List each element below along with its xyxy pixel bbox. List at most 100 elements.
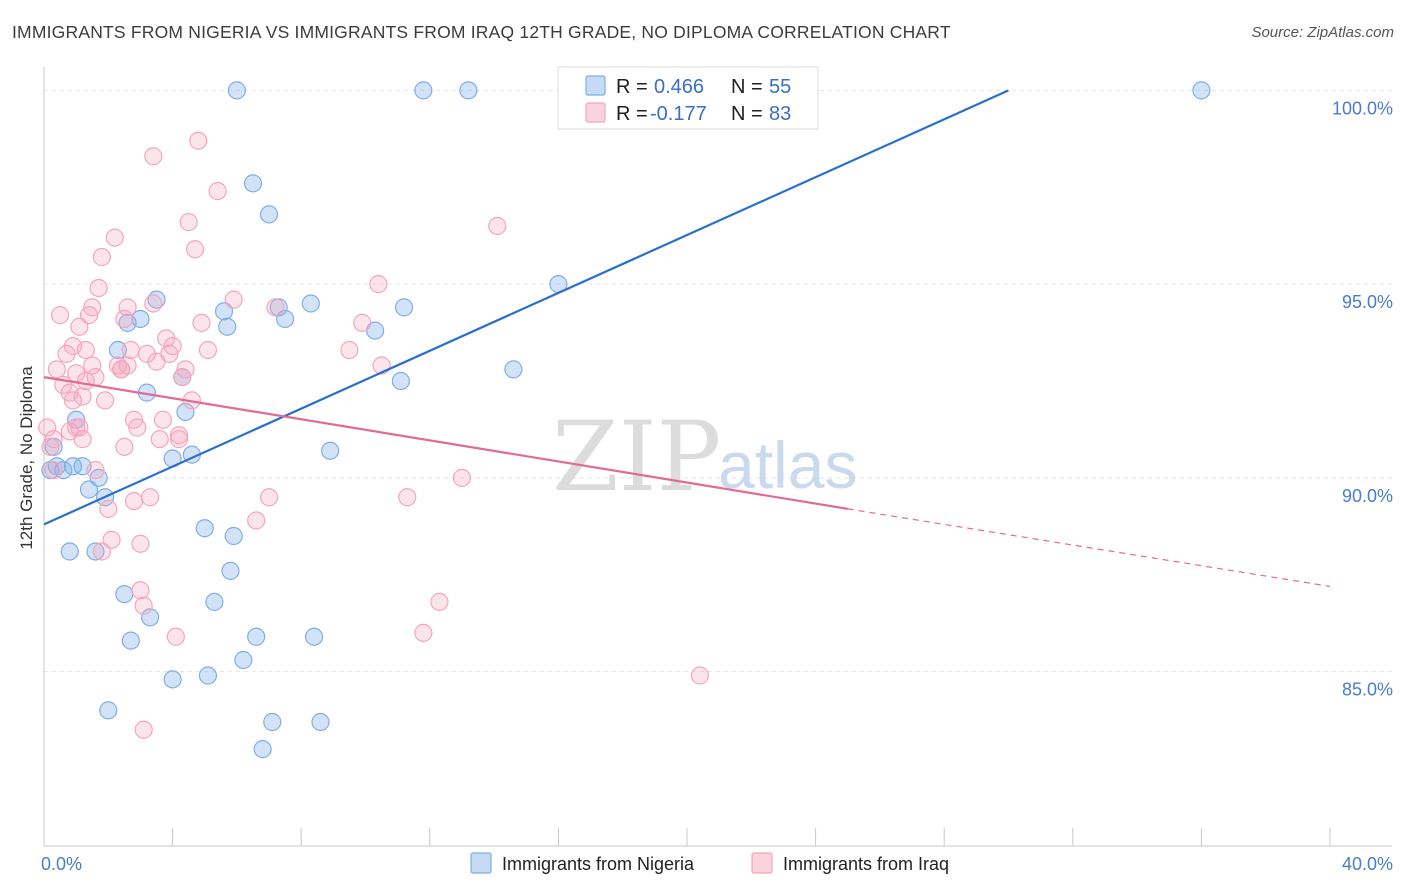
point-iraq bbox=[144, 147, 163, 166]
point-iraq bbox=[124, 492, 144, 511]
point-nigeria bbox=[459, 81, 478, 100]
point-iraq bbox=[353, 313, 372, 332]
point-nigeria bbox=[301, 294, 320, 313]
trend-line-nigeria bbox=[43, 89, 1009, 526]
y-tick-labels: 85.0% 90.0% 95.0% 100.0% bbox=[1332, 98, 1393, 699]
watermark-atlas: atlas bbox=[718, 428, 857, 502]
trend-lines bbox=[43, 89, 1331, 587]
point-iraq bbox=[92, 247, 111, 267]
point-iraq bbox=[430, 592, 449, 611]
y-axis-label: 12th Grade, No Diploma bbox=[17, 366, 36, 550]
point-iraq bbox=[140, 488, 160, 507]
point-iraq bbox=[690, 666, 709, 685]
stats-swatch-nigeria bbox=[585, 75, 606, 96]
stats-swatch-iraq bbox=[585, 102, 606, 123]
point-iraq bbox=[76, 340, 95, 360]
point-iraq bbox=[115, 437, 134, 456]
point-iraq bbox=[452, 468, 472, 487]
point-iraq bbox=[166, 627, 185, 646]
stats-r-value-nigeria: 0.466 bbox=[654, 76, 704, 98]
point-nigeria bbox=[108, 340, 128, 360]
point-iraq bbox=[44, 430, 63, 449]
stats-n-label-iraq: N = bbox=[731, 103, 763, 125]
point-nigeria bbox=[205, 592, 224, 611]
point-iraq bbox=[121, 340, 140, 360]
point-iraq bbox=[89, 278, 108, 298]
source-credit: Source: ZipAtlas.com bbox=[1251, 24, 1394, 41]
point-nigeria bbox=[394, 298, 414, 317]
point-iraq bbox=[198, 340, 218, 360]
point-iraq bbox=[86, 368, 105, 387]
point-iraq bbox=[102, 530, 121, 549]
chart-title: IMMIGRANTS FROM NIGERIA VS IMMIGRANTS FR… bbox=[12, 22, 951, 42]
watermark: ZIP atlas bbox=[552, 401, 857, 513]
legend-label-iraq: Immigrants from Iraq bbox=[783, 854, 949, 874]
point-nigeria bbox=[79, 480, 99, 499]
point-nigeria bbox=[414, 81, 433, 100]
point-iraq bbox=[70, 418, 89, 437]
point-nigeria bbox=[115, 585, 134, 604]
point-iraq bbox=[112, 360, 131, 379]
point-iraq bbox=[128, 418, 147, 437]
point-iraq bbox=[105, 228, 124, 247]
series-legend: Immigrants from Nigeria Immigrants from … bbox=[470, 852, 949, 874]
point-iraq bbox=[99, 499, 118, 518]
point-nigeria bbox=[60, 542, 79, 561]
point-nigeria bbox=[504, 360, 523, 379]
point-iraq bbox=[131, 534, 150, 553]
point-iraq bbox=[169, 430, 189, 449]
point-nigeria bbox=[198, 666, 218, 685]
point-nigeria bbox=[234, 650, 253, 670]
point-iraq bbox=[134, 720, 153, 739]
point-iraq bbox=[340, 340, 359, 360]
point-iraq bbox=[137, 344, 156, 363]
point-iraq bbox=[189, 131, 208, 150]
y-tick-label: 85.0% bbox=[1342, 680, 1393, 700]
point-nigeria bbox=[218, 317, 237, 336]
point-iraq bbox=[73, 430, 92, 449]
stats-r-label-nigeria: R = bbox=[616, 76, 648, 98]
point-nigeria bbox=[311, 712, 330, 732]
point-iraq bbox=[259, 488, 279, 507]
watermark-zip: ZIP bbox=[552, 401, 721, 513]
point-iraq bbox=[70, 317, 89, 336]
point-nigeria bbox=[140, 608, 160, 627]
point-iraq bbox=[134, 596, 153, 615]
stats-legend: R = 0.466 N = 55 R = -0.177 N = 83 bbox=[557, 66, 819, 130]
point-iraq bbox=[83, 298, 102, 317]
point-iraq bbox=[224, 290, 243, 309]
point-iraq bbox=[118, 298, 137, 317]
axes bbox=[43, 67, 1392, 847]
point-nigeria bbox=[224, 526, 243, 546]
point-nigeria bbox=[221, 561, 240, 580]
point-nigeria bbox=[131, 309, 150, 329]
point-nigeria bbox=[195, 519, 214, 538]
x-tick-label: 0.0% bbox=[41, 854, 82, 874]
point-iraq bbox=[208, 182, 227, 201]
point-nigeria bbox=[54, 461, 73, 480]
point-nigeria bbox=[121, 631, 140, 650]
point-nigeria bbox=[163, 670, 182, 689]
point-iraq bbox=[150, 430, 169, 449]
point-nigeria bbox=[321, 441, 340, 460]
y-tick-label: 90.0% bbox=[1342, 486, 1393, 506]
point-iraq bbox=[86, 461, 105, 480]
point-iraq bbox=[169, 426, 189, 445]
point-iraq bbox=[131, 581, 150, 600]
point-iraq bbox=[92, 542, 111, 561]
point-iraq bbox=[50, 306, 70, 325]
point-iraq bbox=[95, 391, 115, 410]
point-nigeria bbox=[99, 701, 118, 720]
stats-n-value-nigeria: 55 bbox=[769, 76, 791, 98]
series-iraq-points bbox=[38, 131, 709, 739]
point-iraq bbox=[144, 294, 163, 313]
point-nigeria bbox=[304, 627, 324, 646]
point-iraq bbox=[192, 313, 211, 332]
point-iraq bbox=[398, 488, 417, 507]
point-nigeria bbox=[243, 174, 263, 193]
point-iraq bbox=[179, 213, 198, 232]
point-nigeria bbox=[391, 371, 410, 391]
x-tick-labels: 0.0% 40.0% bbox=[41, 854, 1393, 874]
stats-n-label-nigeria: N = bbox=[731, 76, 763, 98]
